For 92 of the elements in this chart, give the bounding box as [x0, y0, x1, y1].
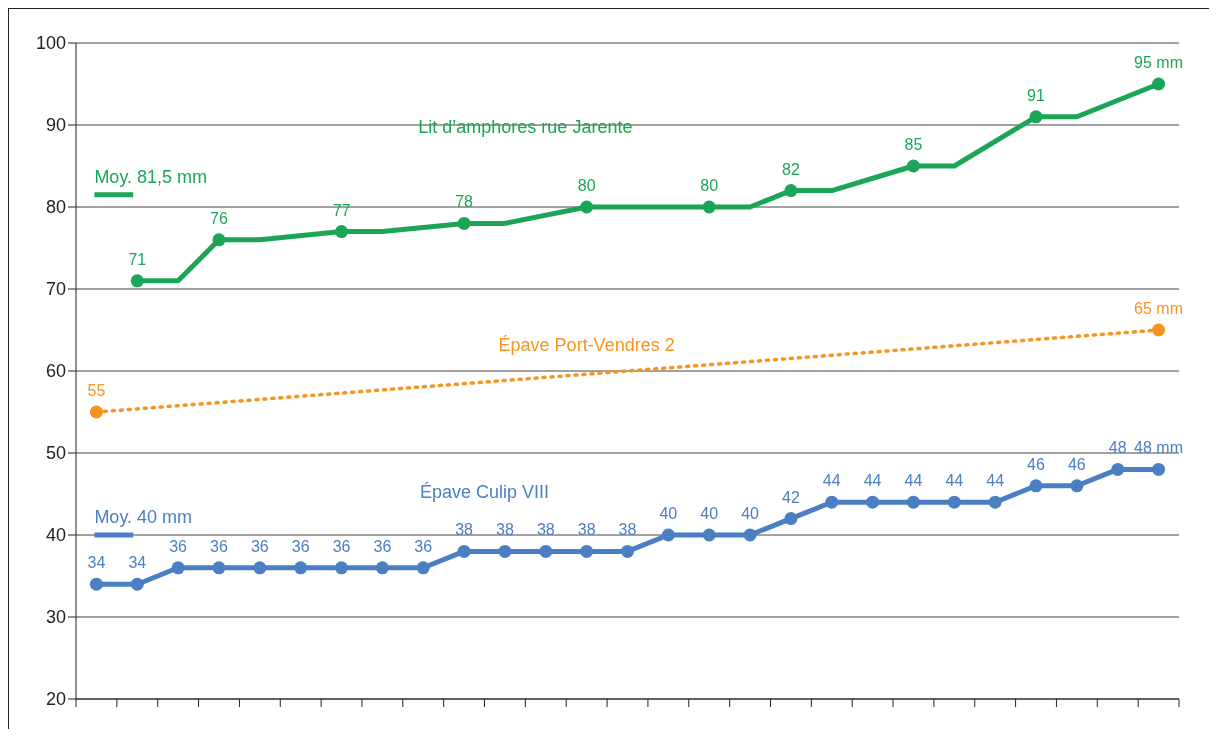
- point: [212, 561, 226, 575]
- point: [906, 159, 920, 173]
- data-label: 42: [782, 488, 800, 506]
- y-tick-label: 90: [45, 115, 66, 136]
- data-label: 65 mm: [1134, 300, 1184, 317]
- data-label: 48 mm: [1134, 439, 1184, 457]
- point: [906, 495, 920, 509]
- data-label: 78: [455, 193, 474, 211]
- point: [335, 561, 349, 575]
- point: [1111, 462, 1125, 476]
- text: Épave Culip VIII: [419, 482, 550, 503]
- data-label: 85: [904, 136, 923, 153]
- data-label: 36: [210, 537, 228, 555]
- point: [621, 544, 634, 558]
- series-label: Épave Port-Vendres 2: [498, 334, 675, 355]
- ref-line-label: Moy. 40 mm: [94, 507, 193, 527]
- data-label: 38: [536, 521, 555, 539]
- y-tick-label: 50: [45, 443, 66, 464]
- y-tick-label: 20: [45, 689, 66, 710]
- data-label: 44: [822, 472, 841, 490]
- point: [702, 200, 716, 214]
- point: [825, 495, 839, 509]
- data-label: 36: [250, 537, 269, 555]
- data-label: 48: [1108, 439, 1127, 457]
- point: [457, 544, 471, 558]
- point: [1029, 479, 1043, 493]
- data-label: 55: [87, 382, 106, 399]
- y-tick-label: 60: [45, 361, 66, 382]
- y-tick-label: 100: [35, 33, 66, 54]
- point: [457, 216, 471, 230]
- data-label: 40: [700, 505, 719, 522]
- data-label: 40: [741, 505, 760, 522]
- point: [294, 561, 308, 575]
- point: [784, 184, 798, 198]
- data-label: 80: [700, 177, 719, 194]
- point: [784, 512, 798, 526]
- data-label: 34: [128, 554, 147, 572]
- data-label: 38: [618, 521, 637, 539]
- data-label: 46: [1067, 455, 1086, 473]
- point: [743, 528, 757, 542]
- y-tick-label: 70: [45, 279, 66, 300]
- point: [1029, 110, 1043, 124]
- text: Lit d’amphores rue Jarente: [418, 117, 633, 138]
- data-label: 95 mm: [1134, 54, 1184, 71]
- point: [416, 561, 430, 575]
- data-label: 71: [128, 250, 147, 268]
- point: [253, 561, 267, 575]
- point: [702, 528, 716, 542]
- point: [988, 495, 1002, 509]
- data-label: 38: [496, 521, 514, 539]
- y-tick-label: 80: [45, 197, 66, 218]
- data-label: 36: [169, 537, 188, 555]
- point: [947, 495, 961, 509]
- y-tick-label: 40: [45, 525, 66, 546]
- point: [130, 274, 144, 288]
- point: [1070, 479, 1084, 493]
- point: [1152, 462, 1166, 476]
- data-label: 46: [1027, 455, 1046, 473]
- data-label: 38: [577, 521, 596, 539]
- point: [375, 561, 389, 575]
- data-label: 36: [291, 537, 310, 555]
- point: [866, 495, 880, 509]
- data-label: 36: [414, 537, 433, 555]
- data-label: 91: [1027, 86, 1046, 104]
- point: [171, 561, 185, 575]
- data-label: 44: [904, 472, 923, 490]
- point: [498, 544, 512, 558]
- data-label: 36: [332, 537, 351, 555]
- data-label: 44: [986, 472, 1005, 490]
- data-label: 44: [945, 472, 964, 490]
- point: [89, 577, 103, 591]
- ref-line-label: Moy. 81,5 mm: [94, 166, 208, 187]
- data-label: 36: [373, 537, 392, 555]
- point: [539, 544, 553, 558]
- point: [130, 577, 144, 591]
- point: [661, 528, 675, 542]
- data-label: 76: [210, 209, 228, 227]
- point: [1152, 323, 1166, 337]
- point: [580, 544, 594, 558]
- data-label: 82: [782, 160, 800, 178]
- data-label: 80: [577, 177, 596, 194]
- y-tick-label: 30: [45, 607, 66, 628]
- data-label: 34: [87, 554, 106, 572]
- point: [335, 225, 349, 239]
- data-label: 77: [332, 201, 351, 219]
- point: [580, 200, 594, 214]
- point: [89, 405, 103, 419]
- data-label: 40: [659, 505, 678, 522]
- point: [1152, 77, 1166, 91]
- point: [212, 233, 226, 247]
- data-label: 38: [455, 521, 474, 539]
- data-label: 44: [863, 472, 882, 490]
